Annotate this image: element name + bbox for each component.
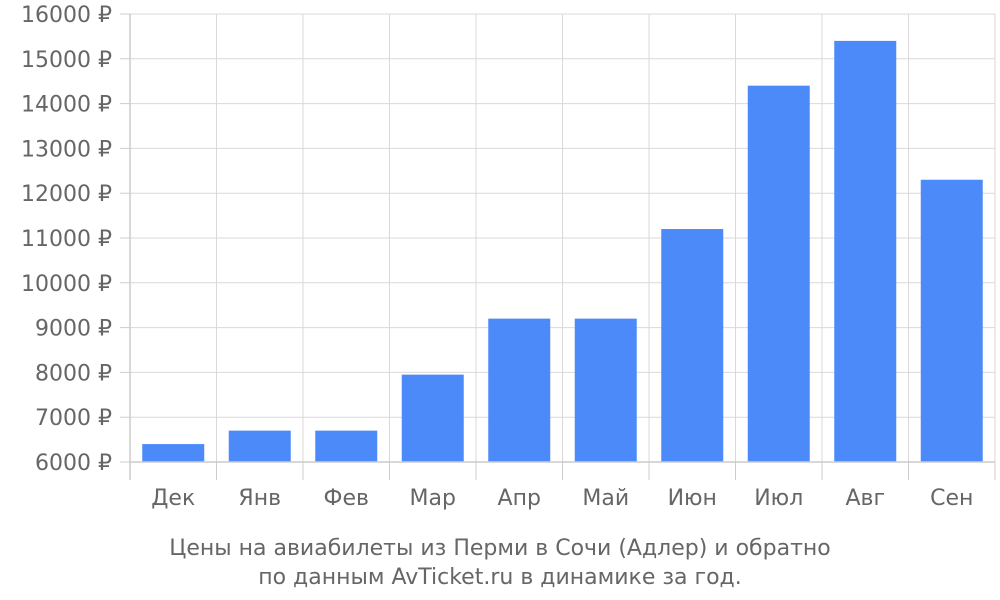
x-tick-label: Янв: [238, 486, 281, 511]
y-axis-labels: 6000 ₽ 7000 ₽ 8000 ₽ 9000 ₽ 10000 ₽ 11000 ₽ 12…: [21, 3, 112, 476]
bar-9: [834, 40, 897, 462]
bar-3: [315, 430, 378, 462]
x-tick-label: Июн: [668, 486, 717, 511]
x-axis-labels: Дек Янв Фев Мар Апр Май Июн Июл Авг Сен: [151, 486, 973, 511]
bar-5: [488, 318, 551, 462]
chart-caption-line-1: Цены на авиабилеты из Перми в Сочи (Адле…: [169, 536, 830, 561]
y-tick-label: 13000 ₽: [21, 137, 112, 162]
bars: [142, 40, 983, 463]
axes: [120, 13, 996, 480]
x-tick-label: Авг: [845, 486, 885, 511]
x-tick-label: Июл: [754, 486, 803, 511]
bar-7: [661, 229, 724, 462]
x-tick-label: Дек: [151, 486, 195, 511]
y-tick-label: 15000 ₽: [21, 48, 112, 73]
y-tick-label: 10000 ₽: [21, 272, 112, 297]
bar-10: [920, 179, 983, 462]
y-tick-label: 9000 ₽: [35, 317, 112, 342]
y-tick-label: 11000 ₽: [21, 227, 112, 252]
x-tick-label: Май: [582, 486, 629, 511]
bar-8: [747, 85, 810, 463]
bar-1: [142, 444, 205, 462]
x-tick-label: Мар: [410, 486, 456, 511]
y-tick-label: 16000 ₽: [21, 3, 112, 28]
chart-caption-line-2: по данным AvTicket.ru в динамике за год.: [258, 565, 742, 590]
x-tick-label: Фев: [324, 486, 369, 511]
bar-6: [574, 318, 637, 462]
x-tick-label: Апр: [498, 486, 541, 511]
bar-2: [228, 430, 291, 462]
x-tick-label: Сен: [930, 486, 973, 511]
bar-4: [401, 374, 464, 462]
y-tick-label: 14000 ₽: [21, 93, 112, 118]
y-tick-label: 6000 ₽: [35, 451, 112, 476]
y-tick-label: 8000 ₽: [35, 361, 112, 386]
y-tick-label: 12000 ₽: [21, 182, 112, 207]
y-tick-label: 7000 ₽: [35, 406, 112, 431]
